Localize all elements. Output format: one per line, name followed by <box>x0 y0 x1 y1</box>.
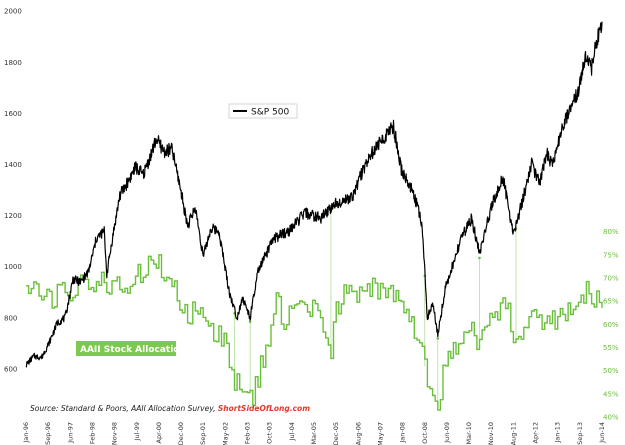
right-tick-label: 75% <box>603 251 619 259</box>
sp500-legend-box <box>228 103 298 119</box>
left-tick-label: 600 <box>4 365 17 373</box>
x-tick-label: Jan-13 <box>554 422 562 444</box>
left-tick-label: 1600 <box>4 110 22 118</box>
sp500-legend-label: S&P 500 <box>251 108 289 118</box>
x-tick-label: May-07 <box>376 422 384 445</box>
right-tick-label: 80% <box>603 228 619 236</box>
x-tick-label: Jul-04 <box>288 422 296 441</box>
x-axis: Jan-96 Sep-96 Jun-97 Feb-98 Nov-98 Jul-99 Apr-… <box>22 422 606 445</box>
right-tick-label: 40% <box>603 414 619 422</box>
right-axis: 40% 45% 50% 55% 60% 65% 70% 75% 80% <box>603 228 619 421</box>
x-tick-label: Mar-10 <box>465 422 473 444</box>
aaii-legend-box <box>76 341 176 356</box>
left-tick-label: 2000 <box>4 8 22 16</box>
left-tick-label: 1000 <box>4 263 22 271</box>
left-tick-label: 800 <box>4 314 17 322</box>
annotation-dot <box>248 320 252 324</box>
sp500-series-line <box>25 21 603 368</box>
x-tick-label: Aug-06 <box>354 422 362 445</box>
x-tick-label: Jul-99 <box>133 422 141 441</box>
sp500-legend: S&P 500 <box>228 103 298 119</box>
x-tick-label: Apr-00 <box>155 422 163 443</box>
x-tick-label: Feb-03 <box>244 422 252 444</box>
right-tick-label: 70% <box>603 274 619 282</box>
left-tick-label: 1200 <box>4 212 22 220</box>
annotation-lines <box>233 210 518 408</box>
x-tick-label: Sep-01 <box>199 422 207 445</box>
annotation-dot <box>478 256 481 260</box>
x-tick-label: Feb-98 <box>88 422 96 444</box>
right-tick-label: 50% <box>603 367 619 375</box>
x-tick-label: Mar-05 <box>310 422 318 444</box>
x-tick-label: Jun-97 <box>66 422 74 444</box>
aaii-legend-label: AAII Stock Allocations <box>80 345 191 355</box>
source-note: Source: Standard & Poors, AAII Allocatio… <box>30 404 310 413</box>
series-sp500 <box>25 21 603 368</box>
left-tick-label: 1800 <box>4 59 22 67</box>
left-axis: 600 800 1000 1200 1400 1600 1800 2000 <box>4 8 22 374</box>
series-aaii <box>26 254 603 411</box>
x-tick-label: Oct-03 <box>266 422 274 444</box>
x-tick-label: Apr-12 <box>532 422 540 443</box>
x-tick-label: Dec-05 <box>332 422 340 445</box>
left-tick-label: 1400 <box>4 161 22 169</box>
x-tick-label: Dec-00 <box>177 422 185 445</box>
right-tick-label: 65% <box>603 298 619 306</box>
right-tick-label: 55% <box>603 344 619 352</box>
aaii-legend: AAII Stock Allocations <box>76 341 191 356</box>
x-tick-label: Nov-98 <box>111 422 119 445</box>
x-tick-label: May-02 <box>221 422 229 445</box>
right-tick-label: 45% <box>603 390 619 398</box>
x-tick-label: Sep-13 <box>576 422 584 445</box>
x-tick-label: Jan-08 <box>399 422 407 444</box>
x-tick-label: Oct-08 <box>421 422 429 444</box>
annotation-dot <box>436 337 440 340</box>
source-brand: ShortSideOfLong.com <box>218 404 310 413</box>
x-tick-label: Jun-09 <box>443 422 451 444</box>
x-tick-label: Aug-11 <box>509 422 517 445</box>
source-prefix: Source: Standard & Poors, AAII Allocatio… <box>30 404 218 413</box>
x-tick-label: Jan-96 <box>22 422 30 444</box>
aaii-series-line <box>26 254 603 411</box>
x-tick-label: Sep-96 <box>44 422 52 445</box>
x-tick-label: Nov-10 <box>487 422 495 445</box>
x-tick-label: Jun-14 <box>598 422 606 444</box>
right-tick-label: 60% <box>603 321 619 329</box>
